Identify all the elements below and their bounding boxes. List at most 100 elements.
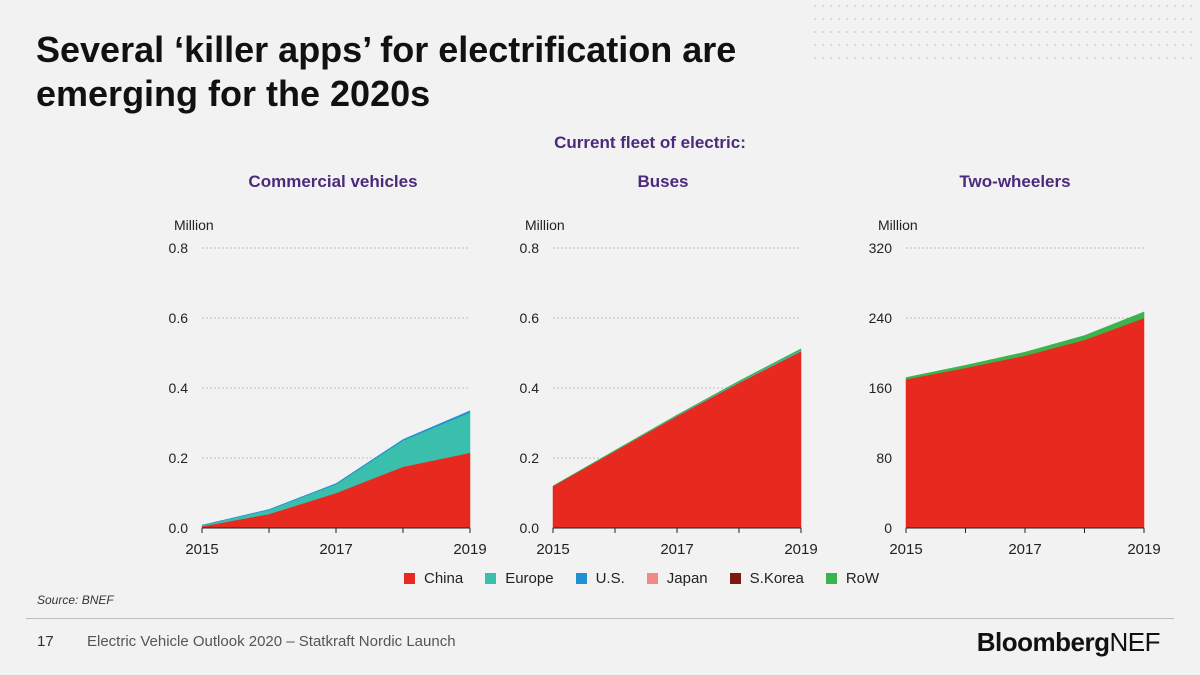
- decor-dot: [1086, 31, 1088, 33]
- decor-dot: [1038, 57, 1040, 59]
- decor-dot: [1134, 5, 1136, 7]
- decor-dot: [910, 44, 912, 46]
- decor-dot: [974, 44, 976, 46]
- decor-dot: [1110, 57, 1112, 59]
- decor-dot: [1014, 57, 1016, 59]
- decor-dot: [1078, 57, 1080, 59]
- decor-dot: [1158, 31, 1160, 33]
- decor-dot: [934, 18, 936, 20]
- decor-dot: [1182, 18, 1184, 20]
- decor-dot: [910, 5, 912, 7]
- decor-dot: [846, 18, 848, 20]
- decor-dot: [1150, 31, 1152, 33]
- decor-dot: [862, 5, 864, 7]
- decor-dot: [1070, 44, 1072, 46]
- decor-dot: [1014, 5, 1016, 7]
- decor-dot: [1078, 31, 1080, 33]
- decor-dot: [990, 57, 992, 59]
- decor-dot: [998, 44, 1000, 46]
- decor-dot: [1118, 57, 1120, 59]
- decor-dot: [1126, 18, 1128, 20]
- decor-dot: [1166, 57, 1168, 59]
- y-tick-label: 240: [869, 310, 893, 326]
- decor-dot: [830, 5, 832, 7]
- legend-swatch-europe: [485, 573, 497, 584]
- decor-dot: [1150, 44, 1152, 46]
- decor-dot: [1102, 5, 1104, 7]
- decor-dot: [1174, 57, 1176, 59]
- decor-dot: [830, 18, 832, 20]
- decor-dot: [982, 44, 984, 46]
- decor-dot: [1006, 31, 1008, 33]
- decor-dot: [1190, 31, 1192, 33]
- decor-dot: [1150, 18, 1152, 20]
- decor-dot: [822, 31, 824, 33]
- decor-dot: [1086, 5, 1088, 7]
- decor-dot: [1126, 5, 1128, 7]
- decor-dot: [870, 31, 872, 33]
- decor-dot: [942, 18, 944, 20]
- footer-divider: [26, 618, 1174, 619]
- chart-panel-2: 0 80 160 240 320 Million 2015 2017 2019: [869, 217, 1161, 558]
- chart-group-subtitle: Current fleet of electric:: [554, 133, 746, 152]
- decor-dot: [1158, 18, 1160, 20]
- x-tick-label: 2015: [536, 541, 569, 558]
- y-tick-label: 0.2: [520, 450, 540, 466]
- decor-dot: [854, 5, 856, 7]
- decor-dot: [854, 31, 856, 33]
- decor-dot: [1142, 44, 1144, 46]
- bloombergnef-logo: BloombergNEF: [976, 627, 1161, 657]
- decor-dot: [1038, 31, 1040, 33]
- legend-label-row: RoW: [845, 570, 880, 587]
- panel-title-buses: Buses: [637, 172, 689, 191]
- decor-dot: [918, 5, 920, 7]
- decor-dot: [974, 57, 976, 59]
- decor-dot: [1142, 5, 1144, 7]
- decor-dot: [1110, 31, 1112, 33]
- decor-dot: [1094, 44, 1096, 46]
- decor-dot: [822, 5, 824, 7]
- decor-dot: [1022, 5, 1024, 7]
- decor-dot: [1054, 18, 1056, 20]
- decor-dot: [1062, 5, 1064, 7]
- decor-dot: [1190, 18, 1192, 20]
- y-axis-unit-label: Million: [174, 217, 214, 233]
- legend-item-row: RoW: [825, 570, 880, 587]
- decor-dot: [1102, 57, 1104, 59]
- decor-dot: [878, 18, 880, 20]
- decor-dot: [998, 18, 1000, 20]
- decor-dot: [1046, 44, 1048, 46]
- legend-label-japan: Japan: [666, 570, 708, 587]
- chart-panel-1: 0.0 0.2 0.4 0.6 0.8 Million 2015 2017 2019: [520, 217, 818, 558]
- decor-dot: [870, 57, 872, 59]
- decor-dot: [958, 18, 960, 20]
- decor-dot: [1046, 57, 1048, 59]
- area-series-row: [552, 348, 802, 487]
- decor-dot: [1022, 31, 1024, 33]
- decor-dot: [926, 5, 928, 7]
- y-tick-label: 0.6: [169, 310, 189, 326]
- decor-dot: [902, 44, 904, 46]
- decor-dot: [1054, 31, 1056, 33]
- decor-dot: [814, 57, 816, 59]
- decor-dot: [830, 44, 832, 46]
- y-tick-label: 80: [876, 450, 892, 466]
- decor-dot: [1182, 31, 1184, 33]
- decor-dot: [1134, 44, 1136, 46]
- decor-dot: [862, 44, 864, 46]
- decor-dot: [1158, 5, 1160, 7]
- legend-label-europe: Europe: [505, 570, 554, 587]
- decor-dot: [950, 18, 952, 20]
- decor-dot: [1094, 5, 1096, 7]
- decor-dot: [846, 44, 848, 46]
- decor-dot: [1006, 57, 1008, 59]
- decor-dot: [1134, 57, 1136, 59]
- decor-dot: [814, 44, 816, 46]
- decor-dot: [1174, 31, 1176, 33]
- decor-dot: [942, 57, 944, 59]
- decor-dot: [1078, 5, 1080, 7]
- decor-dot: [1174, 44, 1176, 46]
- decor-dot: [1094, 18, 1096, 20]
- decor-dot: [910, 31, 912, 33]
- decor-dot: [934, 5, 936, 7]
